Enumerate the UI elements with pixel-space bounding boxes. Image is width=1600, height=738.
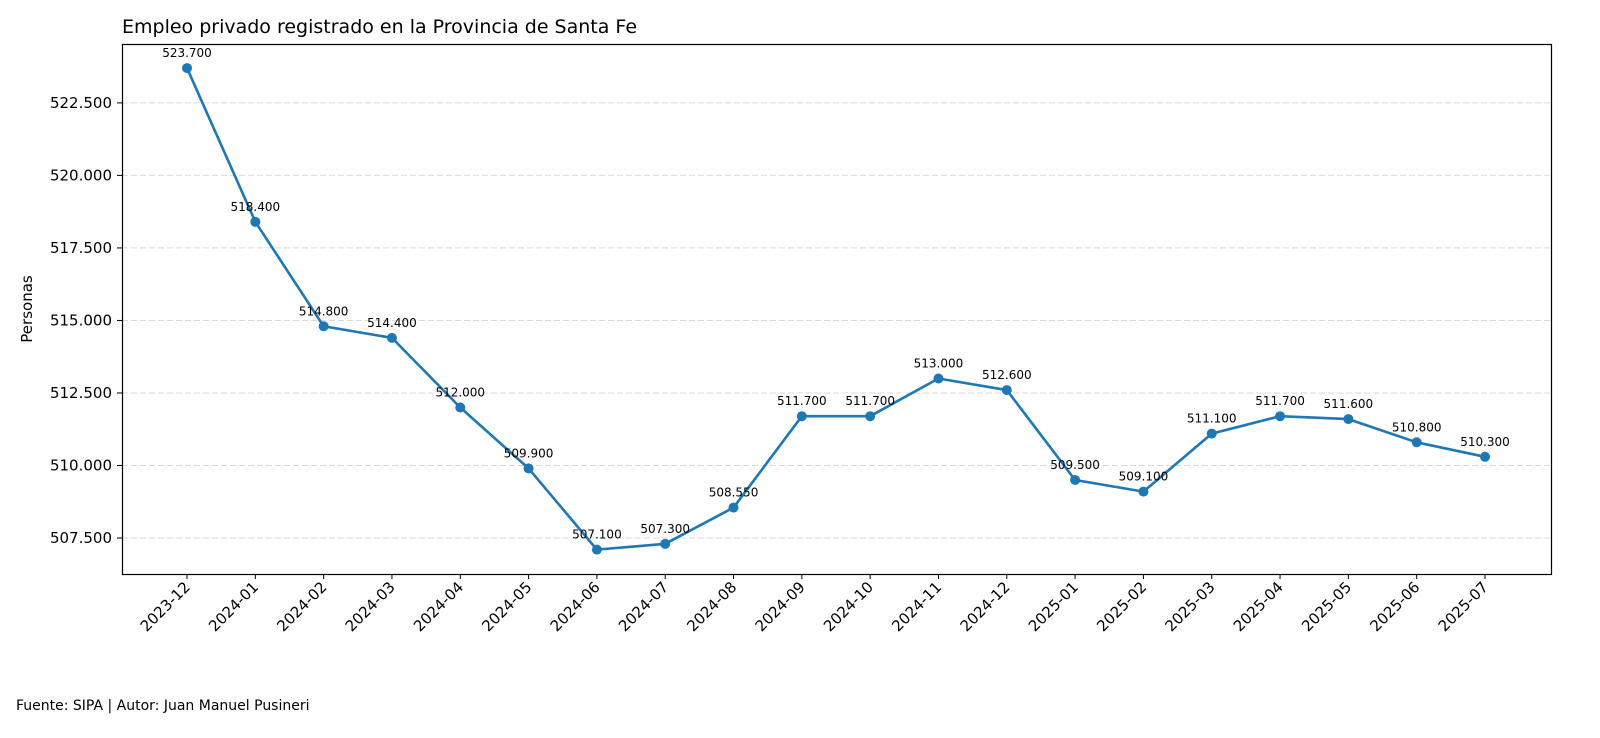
data-label: 510.300 — [1460, 435, 1510, 449]
data-point — [318, 321, 329, 332]
data-labels: 523.700 518.400 514.800 514.400 512.000 509.9… — [162, 46, 1510, 542]
data-label: 509.500 — [1050, 458, 1100, 472]
data-point — [1001, 385, 1012, 396]
data-label: 509.900 — [504, 446, 554, 460]
data-label: 512.600 — [982, 368, 1032, 382]
x-tick-label: 2023-12 — [137, 578, 194, 635]
data-label: 509.100 — [1119, 470, 1169, 484]
data-label: 508.550 — [709, 486, 759, 500]
y-tick-label: 510.000 — [50, 457, 112, 475]
data-label: 511.700 — [777, 394, 827, 408]
x-tick-label: 2024-07 — [615, 578, 672, 635]
data-label: 512.000 — [435, 385, 485, 399]
y-axis: 507.500 510.000 512.500 515.000 517.500 520.0… — [50, 94, 122, 547]
data-point — [1411, 437, 1422, 448]
x-tick-label: 2024-08 — [683, 578, 740, 635]
plot-frame — [121, 43, 1553, 576]
data-point — [933, 373, 944, 384]
x-tick-label: 2024-02 — [273, 578, 330, 635]
data-label: 514.800 — [299, 304, 349, 318]
x-tick-label: 2025-06 — [1366, 578, 1423, 635]
data-label: 507.300 — [640, 522, 690, 536]
x-tick-label: 2024-12 — [957, 578, 1014, 635]
data-point — [523, 463, 534, 474]
data-label: 511.700 — [845, 394, 895, 408]
data-point — [250, 216, 261, 227]
data-point — [1480, 451, 1490, 462]
data-point — [386, 332, 397, 343]
x-tick-label: 2025-02 — [1093, 578, 1150, 635]
data-label: 511.100 — [1187, 412, 1237, 426]
x-tick-label: 2024-03 — [342, 578, 399, 635]
y-tick-label: 522.500 — [50, 94, 112, 112]
y-tick-label: 520.000 — [50, 166, 112, 184]
data-point — [1206, 428, 1217, 439]
x-tick-label: 2025-04 — [1230, 578, 1287, 635]
data-label: 513.000 — [914, 356, 964, 370]
x-tick-label: 2025-03 — [1162, 578, 1219, 635]
y-axis-label: Personas — [18, 275, 36, 343]
data-point — [865, 411, 876, 422]
data-point — [1275, 411, 1286, 422]
data-point — [796, 411, 807, 422]
data-label: 507.100 — [572, 528, 622, 542]
data-label: 510.800 — [1392, 420, 1442, 434]
data-label: 518.400 — [231, 200, 281, 214]
x-tick-label: 2024-11 — [888, 578, 945, 635]
y-tick-label: 512.500 — [50, 384, 112, 402]
x-tick-label: 2024-05 — [478, 578, 535, 635]
x-tick-label: 2024-04 — [410, 578, 467, 635]
source-footer: Fuente: SIPA | Autor: Juan Manuel Pusine… — [16, 698, 310, 714]
y-tick-label: 517.500 — [50, 239, 112, 257]
y-tick-label: 515.000 — [50, 311, 112, 329]
x-tick-label: 2024-01 — [205, 578, 262, 635]
y-tick-label: 507.500 — [50, 529, 112, 547]
data-point — [728, 502, 739, 513]
data-point — [1138, 486, 1149, 497]
x-tick-label: 2024-10 — [820, 578, 877, 635]
data-label: 514.400 — [367, 316, 417, 330]
x-tick-label: 2025-07 — [1435, 578, 1492, 635]
x-tick-label: 2024-09 — [752, 578, 809, 635]
chart-title: Empleo privado registrado en la Provinci… — [122, 16, 637, 38]
grid-lines — [122, 102, 1551, 539]
data-point — [660, 538, 671, 549]
x-tick-label: 2025-01 — [1025, 578, 1082, 635]
data-point — [182, 63, 192, 74]
data-label: 523.700 — [162, 46, 212, 60]
series-path — [185, 67, 1486, 551]
data-point — [1343, 414, 1354, 425]
data-point — [591, 544, 602, 555]
x-tick-label: 2025-05 — [1298, 578, 1355, 635]
data-point — [455, 402, 466, 413]
x-tick-label: 2024-06 — [547, 578, 604, 635]
data-point — [1070, 475, 1081, 486]
data-label: 511.600 — [1324, 397, 1374, 411]
data-label: 511.700 — [1255, 394, 1305, 408]
x-axis: 2023-12 2024-01 2024-02 2024-03 2024-04 2024-… — [137, 574, 1492, 635]
series-line — [182, 63, 1490, 555]
